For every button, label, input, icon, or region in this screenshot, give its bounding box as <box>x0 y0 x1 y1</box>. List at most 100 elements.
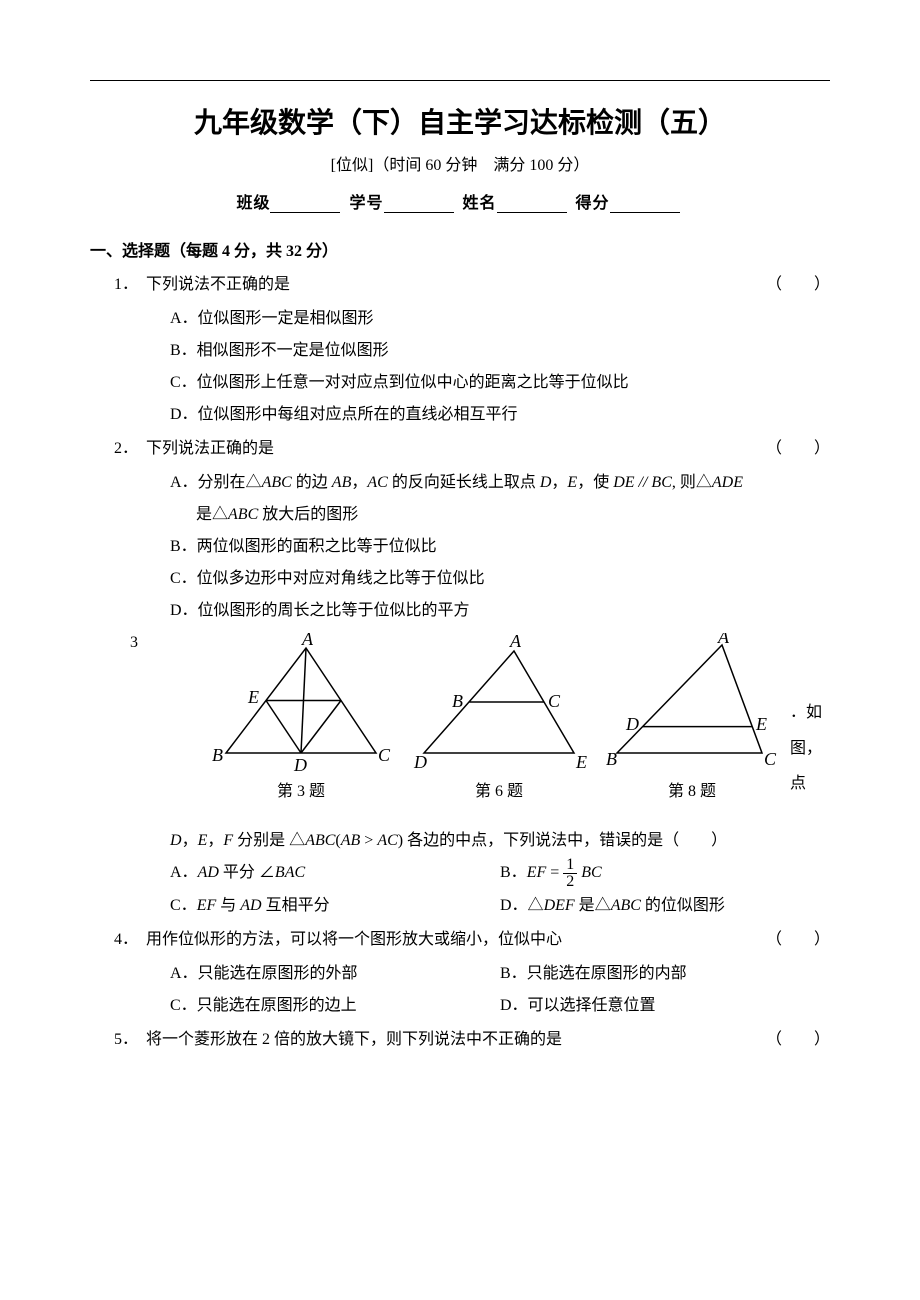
q2a-bc: BC <box>651 474 671 491</box>
svg-text:B: B <box>606 749 617 769</box>
q2a-ade: ADE <box>712 474 743 491</box>
question-4: 4． 用作位似形的方法，可以将一个图形放大或缩小，位似中心 （ ） <box>90 924 830 956</box>
q2-options: A．分别在△ABC 的边 AB，AC 的反向延长线上取点 D，E，使 DE //… <box>170 467 830 627</box>
figcap-8: 第 8 题 <box>602 777 782 801</box>
q3a-ad: AD <box>198 864 219 881</box>
q2a-t2: 的边 <box>292 474 332 491</box>
q3a-ang: ∠ <box>259 864 275 881</box>
q2a-ab: AB <box>332 474 352 491</box>
figure-q3: A B C D E 第 3 题 <box>206 633 396 801</box>
q3s-tri: △ <box>289 832 305 849</box>
q2a-ac: AC <box>367 474 387 491</box>
q5-paren: （ ） <box>758 1024 830 1056</box>
svg-text:E: E <box>247 687 259 707</box>
q2-opt-a: A．分别在△ABC 的边 AB，AC 的反向延长线上取点 D，E，使 DE //… <box>170 467 830 499</box>
blank-class[interactable] <box>270 197 340 213</box>
triangle-q8-svg: A B C D E <box>602 633 782 773</box>
svg-text:D: D <box>413 752 427 772</box>
q3c-t1: C． <box>170 897 197 914</box>
q5-num: 5． <box>90 1024 146 1056</box>
q2a-t6: ，使 <box>577 474 613 491</box>
q3d-t2: 是△ <box>575 897 611 914</box>
q3-opt-a: A．AD 平分 ∠BAC <box>170 857 500 890</box>
q2-opt-b: B．两位似图形的面积之比等于位似比 <box>170 531 830 563</box>
q3c-ad: AD <box>240 897 261 914</box>
svg-text:C: C <box>548 691 561 711</box>
q4-opts-ab: A．只能选在原图形的外部 B．只能选在原图形的内部 <box>170 958 830 990</box>
question-5: 5． 将一个菱形放在 2 倍的放大镜下，则下列说法中不正确的是 （ ） <box>90 1024 830 1056</box>
q2a2-abc: ABC <box>228 506 258 523</box>
q4-opt-b: B．只能选在原图形的内部 <box>500 958 830 990</box>
q3a-t1: A． <box>170 864 198 881</box>
q3-side-3: 点 <box>790 766 830 801</box>
q4-opts-cd: C．只能选在原图形的边上 D．可以选择任意位置 <box>170 990 830 1022</box>
q2a2-t1: 是△ <box>196 506 228 523</box>
q3b-d: 2 <box>563 874 577 890</box>
q1-opt-c: C．位似图形上任意一对对应点到位似中心的距离之比等于位似比 <box>170 367 830 399</box>
q3-num: 3 <box>90 627 146 659</box>
q2-opt-c: C．位似多边形中对应对角线之比等于位似比 <box>170 563 830 595</box>
q3s-ac: AC <box>377 832 397 849</box>
q3s-e: E <box>198 832 208 849</box>
q4-num: 4． <box>90 924 146 956</box>
q3b-ef: EF <box>527 864 547 881</box>
svg-text:B: B <box>452 691 463 711</box>
q3s-abc: ABC <box>305 832 335 849</box>
blank-score[interactable] <box>610 197 680 213</box>
q3s-gt: > <box>360 832 377 849</box>
q2-opt-a-line2: 是△ABC 放大后的图形 <box>170 499 830 531</box>
q4-stem: 用作位似形的方法，可以将一个图形放大或缩小，位似中心 <box>146 924 758 956</box>
q1-num: 1． <box>90 269 146 301</box>
q2-stem: 下列说法正确的是 <box>146 433 758 465</box>
svg-text:E: E <box>575 752 587 772</box>
figcap-6: 第 6 题 <box>404 777 594 801</box>
question-2: 2． 下列说法正确的是 （ ） <box>90 433 830 465</box>
q3d-def: DEF <box>544 897 575 914</box>
q3-side-2: 图， <box>790 731 830 766</box>
section-head: 一、选择题（每题 4 分，共 32 分） <box>90 237 830 261</box>
info-blanks: 班级 学号 姓名 得分 <box>90 189 830 213</box>
q3s-d: D <box>170 832 182 849</box>
q2a-abc: ABC <box>262 474 292 491</box>
svg-text:C: C <box>764 749 777 769</box>
svg-text:B: B <box>212 745 223 765</box>
q2-opt-d: D．位似图形的周长之比等于位似比的平方 <box>170 595 830 627</box>
label-class: 班级 <box>236 195 270 212</box>
figcap-3: 第 3 题 <box>206 777 396 801</box>
label-score: 得分 <box>576 195 610 212</box>
q2a-d: D <box>540 474 552 491</box>
label-id: 学号 <box>349 195 383 212</box>
svg-text:A: A <box>717 633 730 647</box>
q1-options: A．位似图形一定是相似图形 B．相似图形不一定是位似图形 C．位似图形上任意一对… <box>170 303 830 431</box>
figure-q6: A D E B C 第 6 题 <box>404 633 594 801</box>
svg-text:A: A <box>301 633 314 649</box>
svg-text:D: D <box>625 714 639 734</box>
figure-q8: A B C D E 第 8 题 <box>602 633 782 801</box>
q1-paren: （ ） <box>758 269 830 301</box>
svg-text:E: E <box>755 714 767 734</box>
svg-text:A: A <box>509 633 522 651</box>
q3-stem: D，E，F 分别是 △ABC(AB > AC) 各边的中点，下列说法中，错误的是… <box>170 825 830 857</box>
q4-opt-a: A．只能选在原图形的外部 <box>170 958 500 990</box>
blank-name[interactable] <box>497 197 567 213</box>
q2-paren: （ ） <box>758 433 830 465</box>
q2a-t1: A．分别在△ <box>170 474 262 491</box>
q3-side-1: ．如 <box>790 695 830 730</box>
blank-id[interactable] <box>384 197 454 213</box>
triangle-q6-svg: A D E B C <box>404 633 594 773</box>
q1-opt-a: A．位似图形一定是相似图形 <box>170 303 830 335</box>
q3s-t1: 分别是 <box>233 832 289 849</box>
q3-opt-d: D．△DEF 是△ABC 的位似图形 <box>500 890 830 922</box>
q3d-abc: ABC <box>611 897 641 914</box>
q3-stem-row: D，E，F 分别是 △ABC(AB > AC) 各边的中点，下列说法中，错误的是… <box>170 825 830 857</box>
q2a-t7: , 则△ <box>672 474 712 491</box>
triangle-q3-svg: A B C D E <box>206 633 396 773</box>
q3b-t1: B． <box>500 864 527 881</box>
q2a-t5: ， <box>551 474 567 491</box>
q3c-t2: 与 <box>216 897 240 914</box>
q3-opt-b: B．EF = 12 BC <box>500 857 830 890</box>
q3s-s1: ， <box>182 832 198 849</box>
q2-num: 2． <box>90 433 146 465</box>
q3a-t2: 平分 <box>219 864 259 881</box>
q3b-bc: BC <box>581 864 601 881</box>
